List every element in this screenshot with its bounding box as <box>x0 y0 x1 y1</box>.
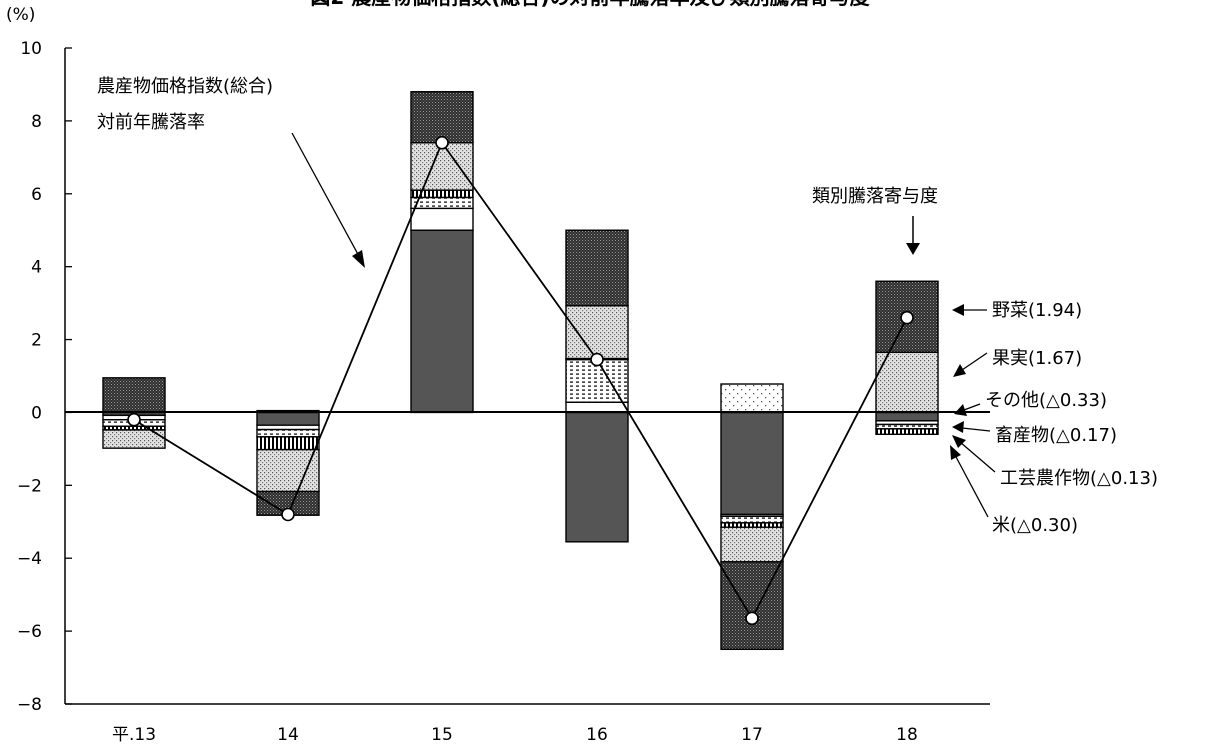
y-tick-label: 2 <box>31 331 42 351</box>
legend-chikusan: 畜産物(△0.17) <box>995 425 1117 446</box>
line-point <box>590 352 604 367</box>
legend-yasai: 野菜(1.94) <box>992 300 1082 321</box>
line-series <box>127 135 914 626</box>
bar-segment <box>875 411 939 422</box>
bar-segment <box>256 411 320 426</box>
line-annotation-2: 対前年騰落率 <box>97 112 205 133</box>
bar-segment <box>410 229 474 414</box>
line-point <box>281 507 295 522</box>
bar-segment <box>720 515 784 524</box>
axes: −8 −6 −4 −2 0 2 4 6 8 10 平.13 14 15 16 17 18 <box>17 39 990 745</box>
bar-segment <box>720 383 784 414</box>
bar-segment <box>256 436 320 451</box>
line-annotation-arrowhead <box>352 250 365 268</box>
legend-kougei: 工芸農作物(△0.13) <box>1000 468 1158 489</box>
bar-segment <box>256 448 320 493</box>
bar-segment <box>565 304 629 360</box>
bar-segment <box>720 526 784 563</box>
bar-segment <box>102 377 166 414</box>
legend-kome: 米(△0.30) <box>992 515 1078 536</box>
contrib-annotation: 類別騰落寄与度 <box>812 186 938 207</box>
line-point <box>435 135 449 150</box>
x-tick-label: 16 <box>586 725 608 745</box>
line-point <box>745 611 759 626</box>
y-tick-label: −2 <box>17 476 42 496</box>
line-path <box>133 140 908 621</box>
bar-segment <box>720 411 784 516</box>
bar-segment <box>256 428 320 438</box>
bar-segment <box>410 196 474 210</box>
x-tick-label: 14 <box>277 725 299 745</box>
contrib-arrowhead <box>906 243 920 255</box>
bar-segment <box>410 207 474 231</box>
legend-sonota: その他(△0.33) <box>985 390 1107 411</box>
y-tick-label: 0 <box>31 403 42 423</box>
y-unit: (%) <box>6 5 35 25</box>
x-tick-label: 18 <box>896 725 918 745</box>
x-tick-label: 平.13 <box>112 725 156 745</box>
y-tick-label: 10 <box>20 39 42 59</box>
bar-segment <box>410 142 474 191</box>
x-tick-label: 17 <box>741 725 763 745</box>
y-tick-label: −4 <box>17 549 42 569</box>
bar-segment <box>565 229 629 307</box>
chart-title: 図2 農産物価格指数(総合)の対前年騰落率及び類別騰落寄与度 <box>310 0 870 9</box>
legend: 野菜(1.94) 果実(1.67) その他(△0.33) 畜産物(△0.17) … <box>950 300 1158 536</box>
bar-segment <box>875 428 939 436</box>
line-annotation-arrow <box>291 132 361 259</box>
x-tick-label: 15 <box>431 725 453 745</box>
bar-segment <box>875 351 939 414</box>
bar-segment <box>565 401 629 414</box>
y-tick-label: 8 <box>31 112 42 132</box>
bar-segment <box>410 91 474 144</box>
line-point <box>127 412 141 427</box>
y-tick-label: −6 <box>17 622 42 642</box>
line-point <box>900 310 914 325</box>
y-tick-label: 6 <box>31 185 42 205</box>
line-annotation-1: 農産物価格指数(総合) <box>97 76 273 97</box>
bars <box>102 91 939 651</box>
bar-segment <box>565 411 629 543</box>
legend-kajitsu: 果実(1.67) <box>992 348 1082 369</box>
y-tick-label: 4 <box>31 258 42 278</box>
y-tick-label: −8 <box>17 695 42 715</box>
